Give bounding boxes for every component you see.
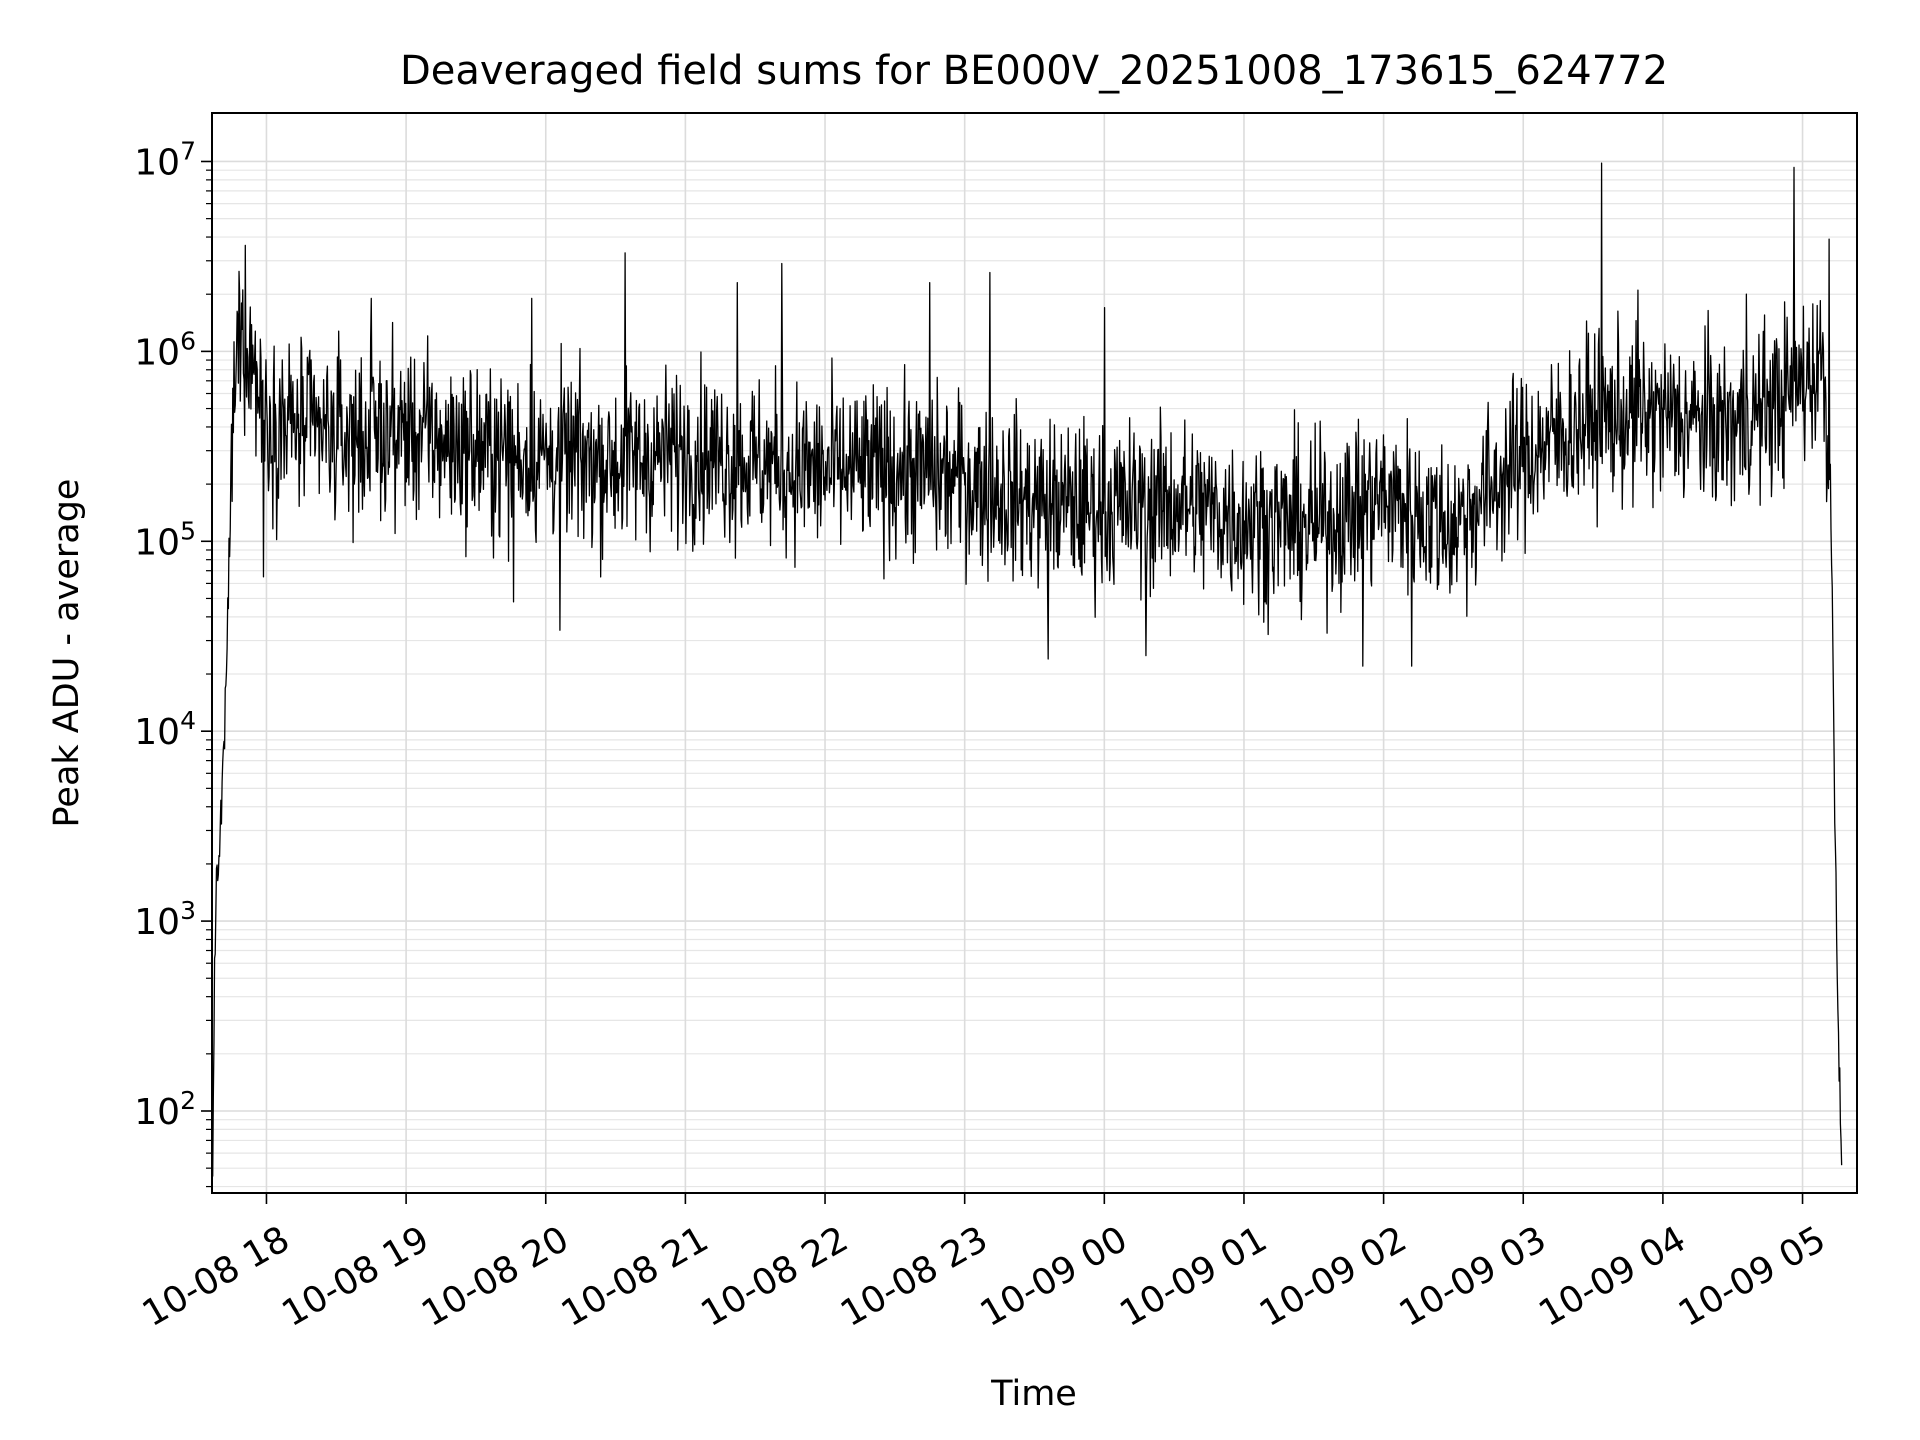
x-tick-label: 10-08 18 — [136, 1219, 297, 1335]
y-tick-label: 106 — [134, 326, 196, 373]
y-axis: 102 103 104 105 106 107 — [134, 136, 212, 1188]
x-tick-label: 10-08 21 — [555, 1219, 716, 1335]
plot-background — [212, 113, 1857, 1193]
y-axis-label: Peak ADU - average — [47, 479, 87, 828]
x-tick-label: 10-08 22 — [694, 1219, 855, 1335]
x-tick-label: 10-09 05 — [1672, 1219, 1833, 1335]
x-axis-label: Time — [990, 1374, 1077, 1414]
major-gridlines — [212, 113, 1857, 1193]
series-layer — [212, 162, 1843, 1177]
chart-title: Deaveraged field sums for BE000V_2025100… — [400, 48, 1668, 94]
x-tick-label: 10-09 03 — [1393, 1219, 1554, 1335]
x-tick-label: 10-08 20 — [415, 1219, 576, 1335]
x-tick-label: 10-09 04 — [1532, 1219, 1693, 1335]
plot-frame — [211, 112, 1858, 1194]
y-tick-label: 105 — [134, 516, 196, 563]
y-tick-label: 104 — [134, 706, 196, 753]
minor-gridlines — [212, 169, 1857, 1188]
y-tick-label: 107 — [134, 136, 196, 183]
x-tick-label: 10-08 23 — [834, 1219, 995, 1335]
x-tick-label: 10-08 19 — [275, 1219, 436, 1335]
y-tick-label: 103 — [134, 896, 196, 943]
series-line — [212, 162, 1843, 1177]
y-tick-label: 102 — [134, 1086, 196, 1133]
x-tick-label: 10-09 00 — [974, 1219, 1135, 1335]
x-tick-label: 10-09 01 — [1113, 1219, 1274, 1335]
x-tick-label: 10-09 02 — [1253, 1219, 1414, 1335]
